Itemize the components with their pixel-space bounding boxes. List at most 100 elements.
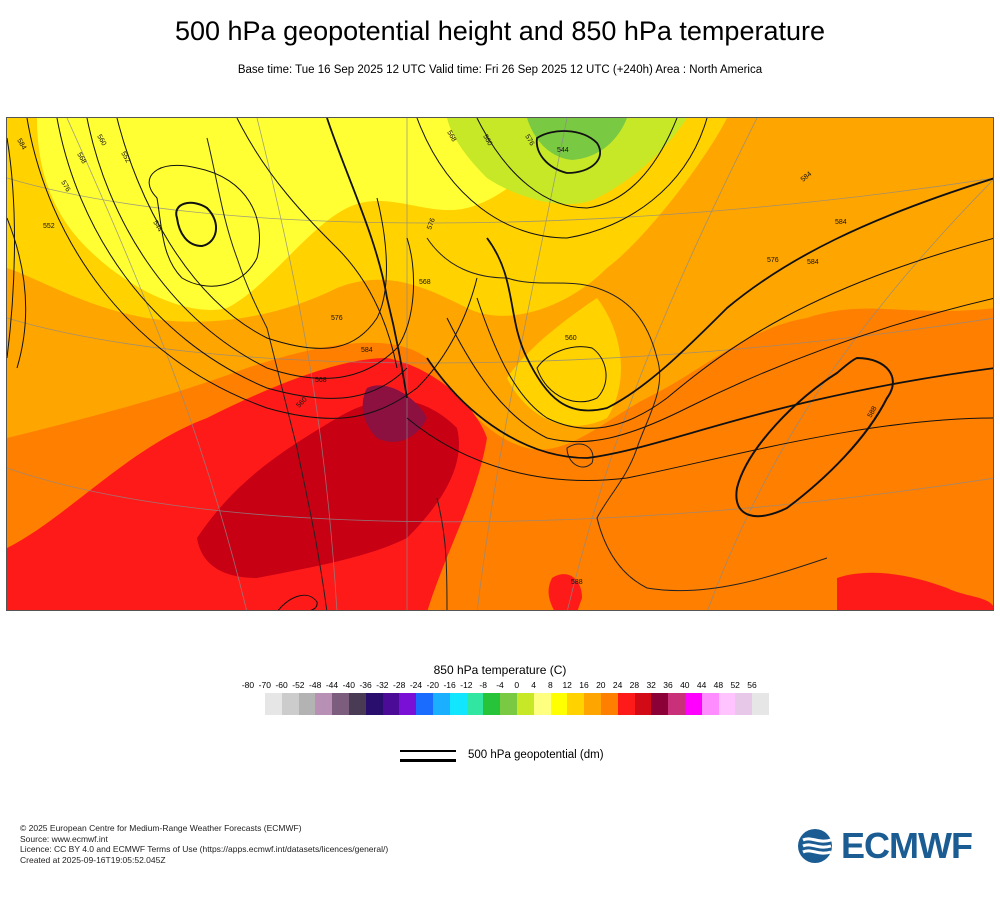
ecmwf-logo: ECMWF (795, 826, 985, 866)
legend-color-swatch (432, 693, 450, 715)
temperature-field-extreme (362, 385, 427, 442)
ecmwf-logo-text: ECMWF (841, 825, 973, 866)
footer-credits: © 2025 European Centre for Medium-Range … (20, 823, 388, 865)
legend-tick-label: -48 (309, 680, 322, 690)
legend-color-swatch (332, 693, 349, 715)
legend-tick-label: 16 (579, 680, 589, 690)
legend-title: 850 hPa temperature (C) (433, 663, 567, 677)
legend-color-swatch (298, 693, 316, 715)
legend-colorbar (265, 693, 769, 715)
contour-line (476, 238, 993, 429)
legend-color-swatch (348, 693, 366, 715)
legend-tick-label: -44 (325, 680, 339, 690)
contour-line (476, 118, 678, 209)
legend-tick-label: -36 (359, 680, 372, 690)
legend-color-swatch (382, 693, 400, 715)
contour-label: 568 (419, 279, 431, 286)
contour-label: 576 (331, 315, 343, 322)
legend-tick-label: 0 (514, 680, 520, 690)
contour-line (446, 297, 993, 443)
legend-color-swatch (584, 693, 601, 715)
legend-tick-label: -80 (241, 680, 255, 690)
contour-label: 584 (807, 259, 819, 266)
contour-line (116, 118, 387, 349)
legend-tick-label: 8 (548, 680, 553, 690)
legend-tick-label: -40 (342, 680, 355, 690)
contour-label: 588 (867, 405, 879, 419)
legend-color-swatch (684, 693, 702, 715)
legend-tick-label: 32 (646, 680, 656, 690)
legend-tick-label: -52 (292, 680, 305, 690)
contour-label: 552 (43, 223, 55, 230)
chart-title: 500 hPa geopotential height and 850 hPa … (174, 16, 825, 46)
contour-line (56, 118, 408, 399)
contour-label: 576 (767, 257, 779, 264)
legend-color-swatch (516, 693, 534, 715)
temperature-field-atlantic-hot (548, 574, 582, 610)
legend-tick-label: 44 (696, 680, 707, 690)
contour-line (26, 118, 478, 419)
legend-color-swatch (752, 693, 769, 715)
temperature-field-cold (447, 118, 687, 205)
legend-tick-label: -28 (393, 680, 406, 690)
contour-line (278, 594, 318, 610)
legend-color-swatch (533, 693, 551, 715)
legend-color-swatch (701, 693, 719, 715)
legend-tick-label: 56 (747, 680, 757, 690)
contour-line (735, 356, 894, 518)
legend-color-swatch (315, 693, 333, 715)
contour-label: 560 (565, 335, 577, 342)
legend-tick-label: -60 (275, 680, 288, 690)
legend-color-swatch (449, 693, 467, 715)
contour-label: 584 (361, 347, 373, 354)
contour-label: 568 (315, 377, 327, 384)
legend-color-swatch (735, 693, 753, 715)
chart-subtitle: Base time: Tue 16 Sep 2025 12 UTC Valid … (237, 64, 763, 76)
legend-tick-label: -16 (443, 680, 456, 690)
contour-legend-line-thin (400, 750, 456, 752)
contour-label: 568 (445, 130, 457, 144)
legend-color-swatch (399, 693, 417, 715)
contour-line (175, 201, 217, 248)
legend-color-swatch (281, 693, 299, 715)
temperature-field-caribbean-hot (837, 572, 993, 610)
contour-label: 576 (523, 134, 535, 148)
contour-label: 568 (75, 152, 87, 166)
legend-tick-label: 28 (629, 680, 640, 690)
contour-legend-label: 500 hPa geopotential (dm) (468, 749, 604, 761)
contour-label: 584 (835, 219, 847, 226)
contour-line (486, 177, 993, 412)
graticule (7, 118, 993, 610)
legend-tick-label: 20 (596, 680, 606, 690)
legend-tick-label: -70 (258, 680, 271, 690)
legend-color-swatch (668, 693, 685, 715)
legend-color-swatch (416, 693, 433, 715)
legend-tick-label: 4 (531, 680, 536, 690)
legend-color-swatch (500, 693, 517, 715)
contour-line (236, 118, 398, 369)
contour-label: 576 (426, 217, 437, 230)
contour-line (416, 118, 708, 239)
temperature-field-green (527, 118, 627, 160)
legend-tick-label: -12 (460, 680, 473, 690)
legend-tick-label: 12 (562, 680, 572, 690)
contour-line (148, 164, 260, 287)
legend-tick-label: -24 (409, 680, 423, 690)
contour-label: 584 (15, 138, 27, 152)
temperature-field-very-hot (197, 399, 459, 578)
footer-copyright: © 2025 European Centre for Medium-Range … (20, 823, 302, 833)
contour-line (326, 118, 408, 399)
contour-label: 576 (59, 180, 71, 194)
contour-line (426, 357, 993, 459)
legend-color-swatch (567, 693, 585, 715)
legend-color-swatch (483, 693, 501, 715)
legend-tick-label: 40 (680, 680, 690, 690)
contour-label: 588 (571, 579, 583, 586)
legend-color-swatch (651, 693, 669, 715)
legend-color-swatch (634, 693, 652, 715)
contour-line (406, 417, 993, 481)
legend-color-swatch (265, 693, 282, 715)
contour-legend-line-thick (400, 759, 456, 762)
contour-label: 544 (557, 147, 569, 154)
legend-tick-label: 48 (713, 680, 724, 690)
